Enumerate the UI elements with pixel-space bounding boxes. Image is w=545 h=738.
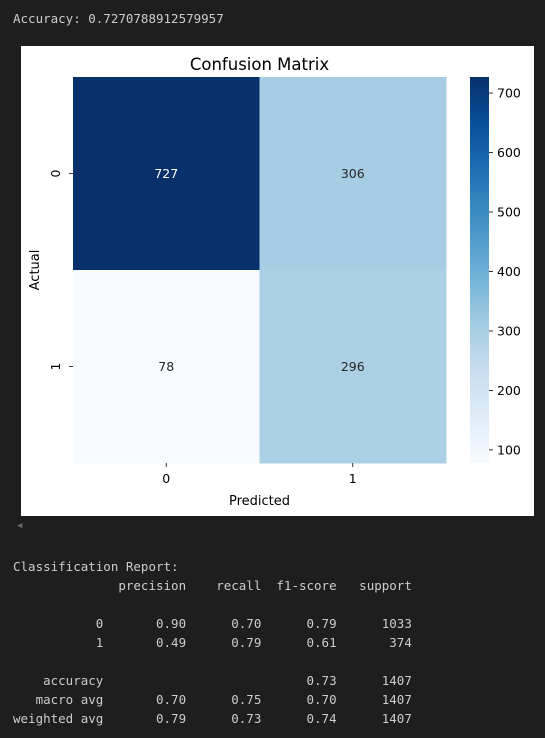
report-header-row: precision recall f1-score support: [13, 578, 412, 593]
colorbar-tick-label: 300: [497, 323, 521, 338]
report-row: weighted avg 0.79 0.73 0.74 1407: [13, 711, 412, 726]
report-blank-line: [13, 595, 412, 614]
report-blank-line: [13, 652, 412, 671]
scroll-left-icon[interactable]: ◀: [17, 521, 23, 531]
chart-title: Confusion Matrix: [190, 55, 330, 74]
colorbar-tick-label: 500: [497, 205, 521, 220]
heatmap-cell: [259, 270, 447, 464]
confusion-matrix-figure: Confusion Matrix 727 306 78 296 0 1 Predicted 0 1…: [21, 46, 534, 516]
colorbar: [470, 77, 489, 463]
cell-value-label: 306: [341, 166, 365, 181]
report-heading: Classification Report:: [13, 559, 179, 574]
colorbar-tick-label: 200: [497, 383, 521, 398]
cell-value-label: 78: [158, 359, 174, 374]
colorbar-tick-label: 100: [497, 442, 521, 457]
report-row: 0 0.90 0.70 0.79 1033: [13, 616, 412, 631]
classification-report: Classification Report: precision recall …: [13, 557, 412, 728]
report-row: 1 0.49 0.79 0.61 374: [13, 635, 412, 650]
cell-value-label: 296: [341, 359, 365, 374]
report-row: accuracy 0.73 1407: [13, 673, 412, 688]
colorbar-tick-label: 400: [497, 264, 521, 279]
x-tick-label: 0: [162, 471, 170, 486]
cell-value-label: 727: [154, 166, 178, 181]
report-row: macro avg 0.70 0.75 0.70 1407: [13, 692, 412, 707]
x-tick-label: 1: [349, 471, 357, 486]
accuracy-output: Accuracy: 0.7270788912579957: [13, 11, 224, 26]
colorbar-tick-label: 600: [497, 145, 521, 160]
y-tick-label: 1: [48, 363, 63, 371]
x-axis-label: Predicted: [229, 494, 290, 509]
heatmap-cell: [259, 77, 447, 271]
heatmap-cell: [73, 270, 260, 464]
colorbar-tick-label: 700: [497, 86, 521, 101]
y-tick-label: 0: [48, 169, 63, 177]
heatmap-cell: [73, 77, 260, 271]
y-axis-label: Actual: [28, 250, 43, 291]
confusion-matrix-chart: Confusion Matrix 727 306 78 296 0 1 Predicted 0 1…: [28, 55, 521, 509]
